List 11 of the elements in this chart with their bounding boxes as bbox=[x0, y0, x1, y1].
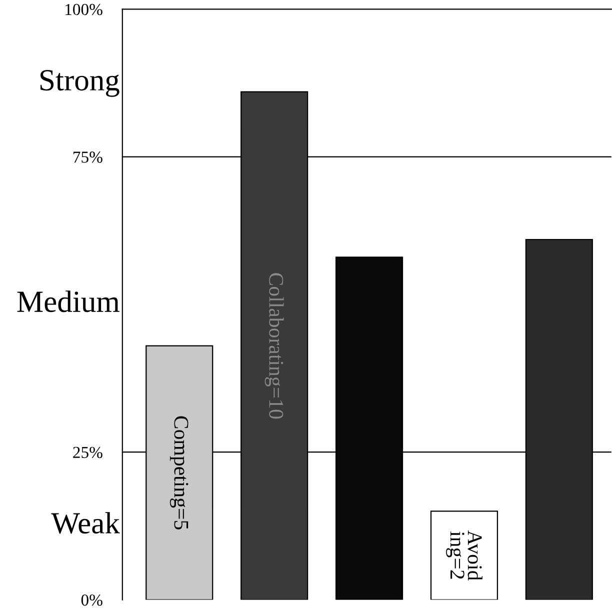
y-tick-label: 0% bbox=[81, 594, 102, 606]
text: Weak bbox=[51, 512, 120, 534]
x-tick-label: Avoid ing=2 bbox=[446, 530, 482, 580]
y-tick-label: 25% bbox=[73, 446, 102, 458]
text: Medium bbox=[17, 290, 120, 312]
bar bbox=[430, 510, 498, 600]
x-tick-label: Collaborating=10 bbox=[264, 273, 284, 419]
x-tick-label: Competing=5 bbox=[170, 416, 188, 530]
text: Strong bbox=[40, 70, 120, 97]
y-tick-label: 75% bbox=[74, 152, 102, 163]
y-tick-label: 100% bbox=[66, 4, 102, 16]
